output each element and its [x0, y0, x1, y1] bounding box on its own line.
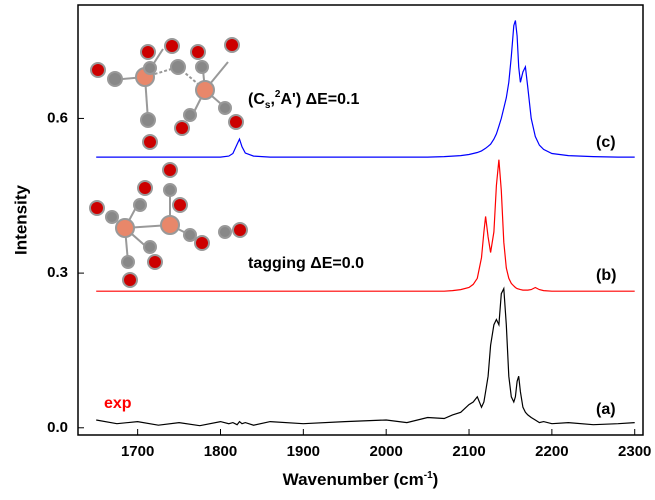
molecule-b: [90, 163, 247, 287]
text-part: exp: [104, 395, 132, 412]
text-part: tagging ΔE=0.0: [248, 255, 364, 272]
annotation: exp: [104, 395, 132, 412]
text-part: ): [433, 470, 439, 489]
x-tick-label: 2100: [452, 443, 485, 460]
y-tick-label: 0.0: [47, 419, 68, 436]
text-part: (c): [596, 134, 616, 151]
text-part: A') ΔE=0.1: [280, 91, 359, 108]
annotation: (b): [596, 267, 616, 284]
annotation: (a): [596, 401, 616, 418]
annotation: (c): [596, 134, 616, 151]
x-axis-label: Wavenumber (cm-1): [283, 470, 439, 489]
x-tick-label: 2200: [535, 443, 568, 460]
x-tick-label: 1800: [204, 443, 237, 460]
y-tick-label: 0.3: [47, 264, 68, 281]
annotation: tagging ΔE=0.0: [248, 255, 364, 272]
annotation: (Cs,2A') ΔE=0.1: [248, 89, 359, 111]
series-line: [96, 289, 635, 426]
chart: 1700 1800 1900 2000 2100 2200 2300 0.0 0.3 0.6 Wav…: [0, 0, 655, 495]
x-tick-label: 2300: [618, 443, 651, 460]
text-part: (b): [596, 267, 616, 284]
x-tick-label: 1900: [287, 443, 320, 460]
text-part: (a): [596, 401, 616, 418]
text-part: (C: [248, 91, 265, 108]
y-tick-label: 0.6: [47, 109, 68, 126]
x-tick-label: 1700: [121, 443, 154, 460]
text-part: Wavenumber (cm: [283, 470, 424, 489]
y-axis-label: Intensity: [11, 185, 30, 255]
x-tick-label: 2000: [369, 443, 402, 460]
molecule-c: [91, 38, 243, 149]
